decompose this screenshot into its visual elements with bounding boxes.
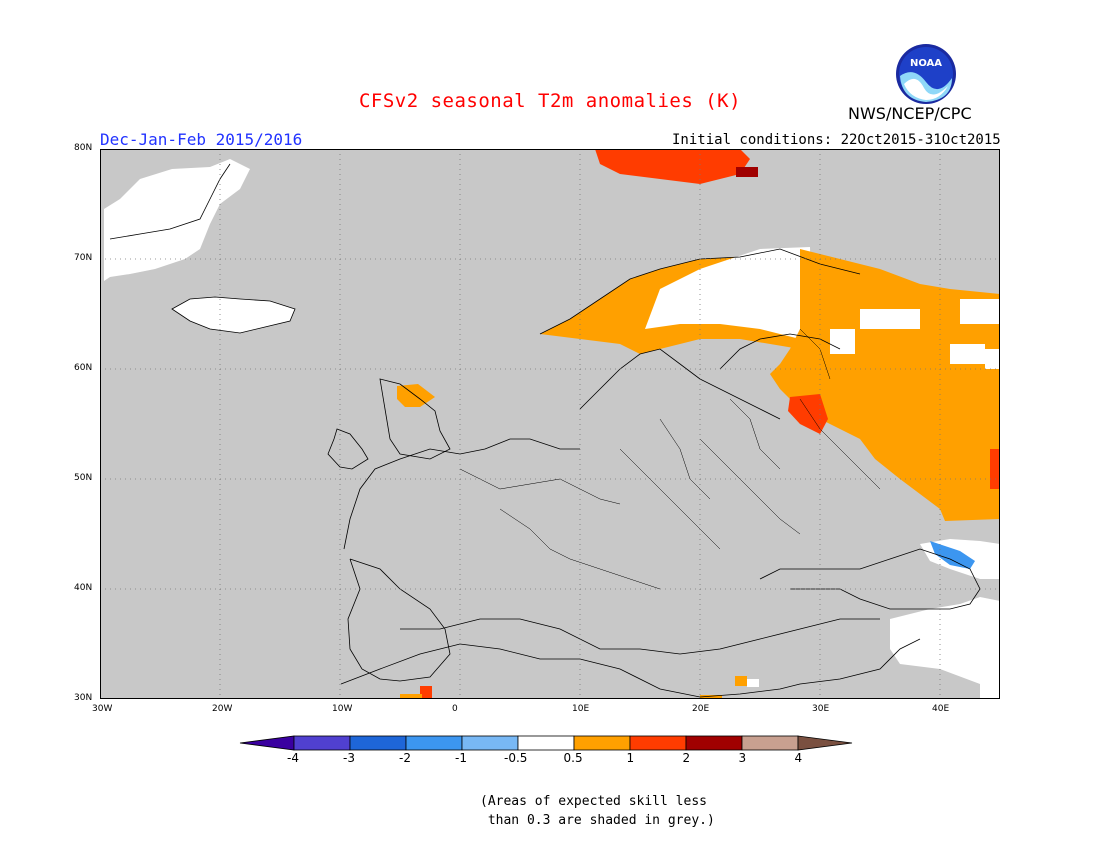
baltic-hot-region (788, 394, 828, 434)
colorbar-swatch (517, 735, 575, 751)
colorbar-swatch (293, 735, 351, 751)
lat-label: 60N (74, 363, 93, 373)
lon-label: 10W (332, 704, 353, 714)
colorbar-tick-label: -1 (455, 751, 467, 765)
colorbar-swatch (461, 735, 519, 751)
lon-label: 20E (692, 704, 710, 714)
lat-label: 40N (74, 583, 93, 593)
lon-label: 40E (932, 704, 950, 714)
colorbar-swatch (405, 735, 463, 751)
morocco-warm-spot (400, 694, 422, 699)
colorbar-tick-label: 3 (738, 751, 747, 765)
finland-neutral-region (645, 247, 812, 339)
colorbar-tick-label: 4 (794, 751, 803, 765)
crete-neutral-spot (747, 679, 759, 687)
iceland-neutral-region (172, 297, 295, 333)
noaa-logo-icon: NOAA (896, 44, 956, 104)
colorbar (239, 735, 853, 751)
lat-label: 70N (74, 253, 93, 263)
lat-label: 80N (74, 143, 93, 153)
colorbar-swatch (741, 735, 799, 751)
country-borders (459, 328, 881, 590)
colorbar-swatch-max (797, 735, 853, 751)
lon-label: 10E (572, 704, 590, 714)
greenland-neutral-region (104, 159, 250, 281)
anomaly-map (100, 149, 1000, 699)
initial-conditions-label: Initial conditions: 22Oct2015-31Oct2015 (672, 132, 1001, 148)
colorbar-swatch (349, 735, 407, 751)
agency-label: NWS/NCEP/CPC (848, 104, 972, 123)
colorbar-tick-label: 1 (626, 751, 635, 765)
russia-neutral-patches (830, 299, 1000, 369)
colorbar-tick-label: -0.5 (504, 751, 528, 765)
lat-label: 30N (74, 693, 93, 703)
russia-warm-region (770, 249, 1000, 521)
lon-label: 30E (812, 704, 830, 714)
lat-label: 50N (74, 473, 93, 483)
gridlines (100, 149, 1000, 699)
colorbar-swatch (629, 735, 687, 751)
svg-text:NOAA: NOAA (910, 58, 942, 69)
chart-title: CFSv2 seasonal T2m anomalies (K) (358, 90, 742, 112)
colorbar-tick-label: -2 (399, 751, 411, 765)
lon-label: 30W (92, 704, 113, 714)
libya-warm-spot (700, 695, 722, 699)
lon-label: 0 (452, 704, 458, 714)
middle-east-neutral-region (890, 597, 1000, 699)
lon-label: 20W (212, 704, 233, 714)
crete-warm-spot (735, 676, 747, 686)
colorbar-swatch-min (239, 735, 295, 751)
ural-hot-region (990, 449, 1000, 489)
colorbar-tick-label: -3 (343, 751, 355, 765)
colorbar-tick-label: 2 (682, 751, 691, 765)
season-label: Dec-Jan-Feb 2015/2016 (100, 130, 303, 149)
colorbar-tick-label: -4 (287, 751, 299, 765)
caucasus-cool-region (930, 541, 975, 569)
svalbard-warm-region (595, 149, 758, 184)
morocco-hot-spot (420, 686, 432, 699)
colorbar-tick-label: 0.5 (563, 751, 583, 765)
colorbar-swatch (573, 735, 631, 751)
colorbar-swatch (685, 735, 743, 751)
skill-footnote: (Areas of expected skill less than 0.3 a… (480, 794, 715, 828)
